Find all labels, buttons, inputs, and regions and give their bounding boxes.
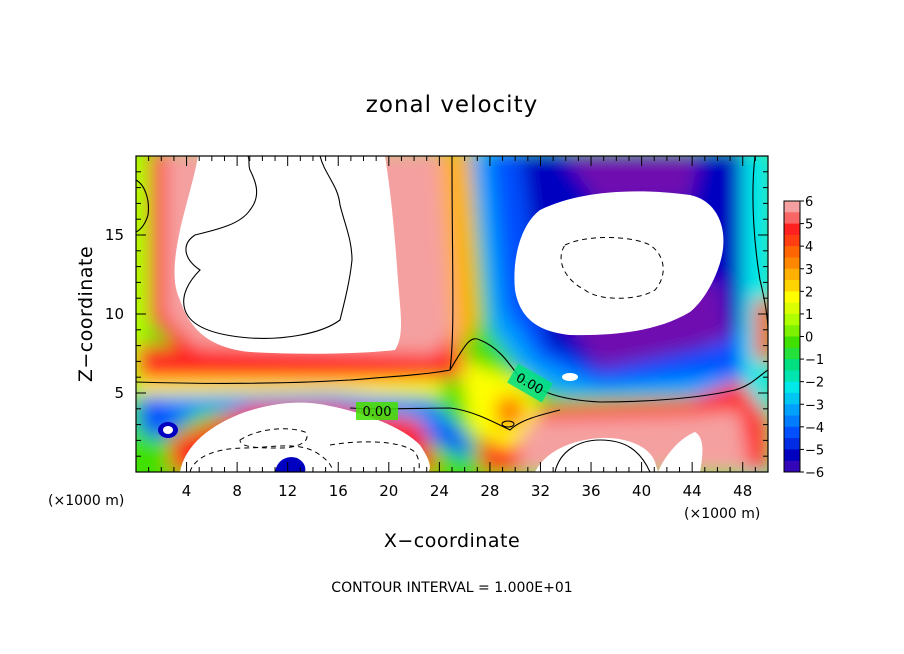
colorbar-label: −4 (805, 421, 824, 436)
colorbar-swatch (784, 359, 800, 383)
colorbar-swatch (784, 336, 800, 360)
colorbar-swatch (784, 234, 800, 247)
field-region (136, 156, 148, 380)
colorbar-swatch (784, 257, 800, 270)
x-tick-label: 48 (733, 482, 752, 500)
x-tick-label: 40 (632, 482, 651, 500)
colorbar-label: 2 (805, 285, 813, 300)
colorbar-swatch (784, 392, 800, 405)
y-axis: 5 10 15 (105, 171, 768, 457)
colorbar-swatch (784, 460, 800, 473)
colorbar-label: 6 (805, 195, 813, 210)
negative-contour (189, 445, 333, 472)
x-tick-label: 4 (182, 482, 192, 500)
field-region (136, 345, 470, 385)
contour-loop (501, 420, 515, 428)
colorbar-swatch (784, 223, 800, 247)
contour-lines (136, 156, 768, 472)
colorbar-swatch (784, 404, 800, 428)
colorbar-label: 3 (805, 263, 813, 278)
colorbar-swatch (784, 449, 800, 473)
x-tick-label: 32 (531, 482, 550, 500)
colorbar-swatch (784, 325, 800, 337)
footer-note: CONTOUR INTERVAL = 1.000E+01 (331, 580, 572, 596)
saturated-low-region (562, 373, 578, 381)
negative-contour (239, 428, 308, 449)
colorbar-swatch (784, 302, 800, 315)
y-tick-label: 5 (114, 384, 124, 402)
x-axis-label: X−coordinate (384, 530, 520, 552)
saturated-low-region (514, 191, 724, 336)
colorbar-label: 1 (805, 308, 813, 323)
colorbar-swatch (784, 426, 800, 450)
contour-label-bg (356, 402, 398, 420)
heatmap-field (136, 156, 768, 472)
saturated-low-region (163, 426, 173, 434)
negative-contour (560, 237, 664, 299)
chart-title: zonal velocity (366, 92, 538, 118)
contour-line (183, 156, 353, 339)
contour-line (554, 439, 651, 472)
x-tick-label: 36 (581, 482, 600, 500)
contour-line (752, 156, 768, 331)
colorbar-swatch (784, 347, 800, 360)
colorbar-swatch (784, 201, 800, 225)
colorbar-swatch (784, 370, 800, 383)
colorbar: 6 5 4 3 2 1 0 −1 −2 −3 −4 −5 −6 (783, 195, 824, 481)
colorbar-label: −2 (805, 376, 824, 391)
negative-contour (329, 441, 420, 472)
x-tick-label: 20 (379, 482, 398, 500)
colorbar-swatch (784, 280, 800, 292)
zero-contour (136, 156, 454, 384)
dashed-contours (189, 237, 664, 472)
field-region (495, 395, 525, 430)
contour-line (136, 179, 149, 233)
colorbar-label: 0 (805, 331, 813, 346)
x-unit-left: (×1000 m) (48, 493, 124, 509)
contour-label-bg (507, 363, 553, 403)
field-region (440, 156, 478, 360)
x-axis: 4 8 12 16 20 24 28 32 36 40 44 48 (148, 156, 756, 500)
x-tick-label: 44 (683, 482, 702, 500)
x-tick-label: 24 (430, 482, 449, 500)
colorbar-swatch (784, 268, 800, 292)
colorbar-swatch (784, 246, 800, 270)
zero-contour (449, 338, 768, 403)
saturated-low-region (275, 457, 306, 472)
y-tick-label: 15 (105, 226, 124, 244)
colorbar-label: −3 (805, 398, 824, 413)
contour-label: 0.00 (363, 405, 392, 420)
saturated-high-region (658, 432, 703, 472)
colorbar-label: −1 (805, 353, 824, 368)
x-tick-label: 28 (480, 482, 499, 500)
colorbar-swatch (784, 381, 800, 405)
x-tick-label: 8 (232, 482, 242, 500)
x-unit-right: (×1000 m) (684, 506, 760, 522)
colorbar-swatch (784, 438, 800, 450)
x-tick-label: 16 (329, 482, 348, 500)
y-tick-label: 10 (105, 305, 124, 323)
colorbar-swatch (784, 212, 800, 225)
field-region (136, 380, 445, 398)
x-tick-label: 12 (278, 482, 297, 500)
colorbar-swatch (784, 291, 800, 315)
y-axis-label: Z−coordinate (75, 246, 97, 382)
colorbar-label: −6 (805, 466, 824, 481)
colorbar-swatch (784, 313, 800, 337)
saturated-high-region (535, 437, 658, 472)
colorbar-label: 4 (805, 240, 813, 255)
colorbar-label: −5 (805, 443, 824, 458)
field-region (755, 300, 768, 360)
colorbar-label: 5 (805, 218, 813, 233)
saturated-high-region (174, 156, 402, 354)
colorbar-swatch (784, 415, 800, 428)
